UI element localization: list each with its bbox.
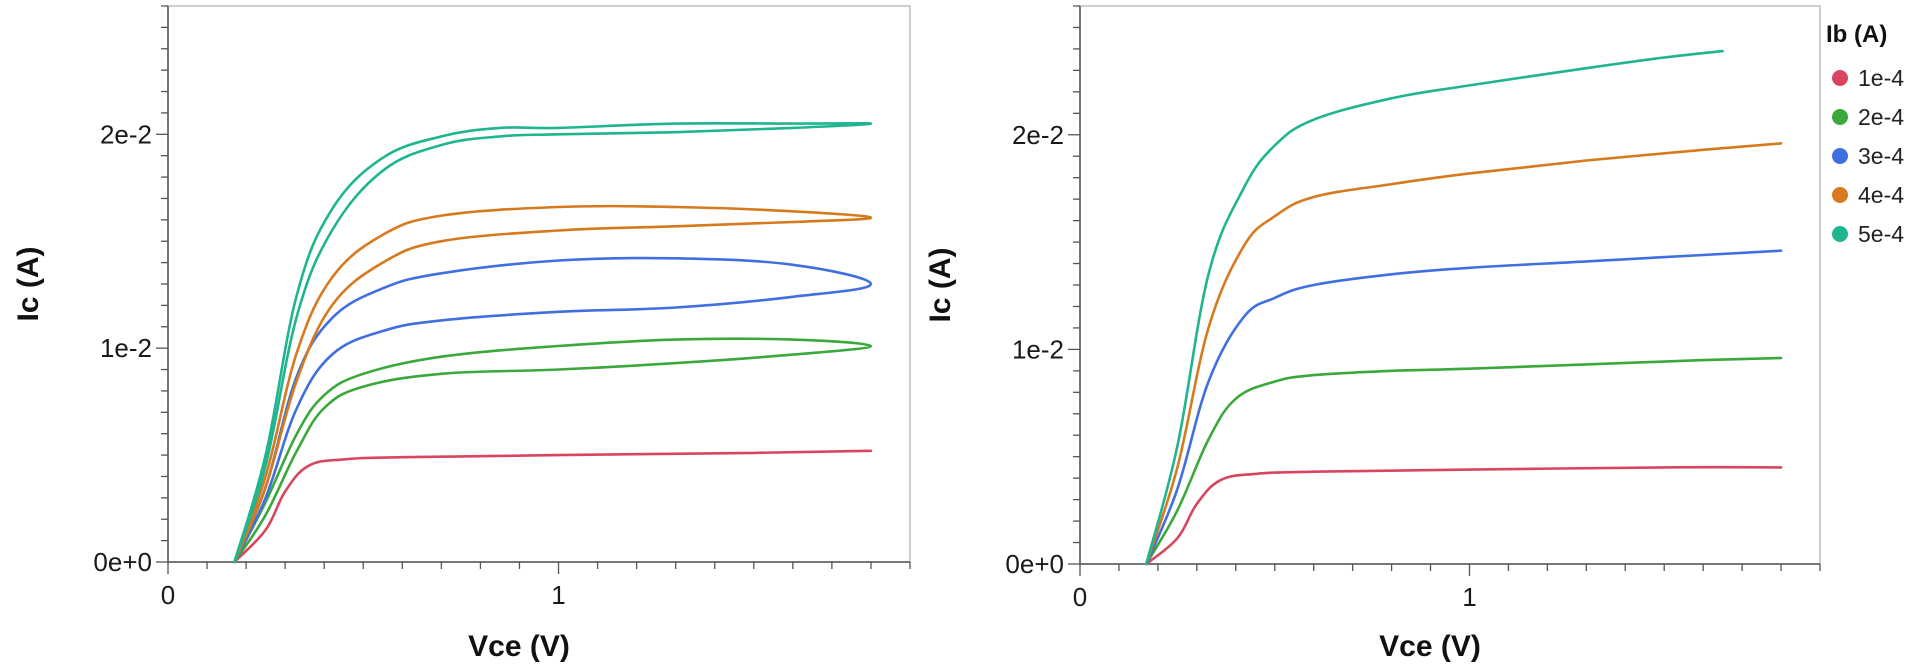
- y-tick-label: 1e-2: [100, 333, 152, 363]
- legend-marker-1e-4: [1832, 70, 1848, 86]
- x-tick-label: 0: [161, 580, 175, 610]
- series-line-5e-4: [233, 121, 873, 564]
- legend: Ib (A) 1e-4 2e-4 3e-4 4e-4 5e-4: [1826, 21, 1904, 247]
- y-axis-title: Ic (A): [924, 248, 957, 323]
- y-tick-label: 2e-2: [1012, 120, 1064, 150]
- y-tick-label: 0e+0: [1005, 549, 1064, 579]
- legend-label-2e-4: 2e-4: [1858, 104, 1904, 130]
- series-line-4e-4: [1144, 142, 1783, 566]
- x-tick-label: 0: [1073, 582, 1087, 612]
- series-line-3e-4: [1144, 249, 1783, 566]
- chart-panel-2: 0e+0 1e-2 2e-2 0 1 Vce (V) Ic (A): [924, 5, 1821, 663]
- y-tick-label: 0e+0: [93, 547, 152, 577]
- legend-title: Ib (A): [1826, 21, 1887, 48]
- series-line-5e-4: [1144, 49, 1724, 566]
- y-tick-label: 2e-2: [100, 119, 152, 149]
- y-tick-label: 1e-2: [1012, 334, 1064, 364]
- legend-marker-2e-4: [1832, 109, 1848, 125]
- plot-frame: [167, 5, 911, 563]
- x-tick-label: 1: [1462, 582, 1476, 612]
- series-line-1e-4: [1144, 465, 1783, 566]
- y-axis-title: Ic (A): [12, 247, 45, 322]
- legend-label-3e-4: 3e-4: [1858, 143, 1904, 169]
- legend-marker-5e-4: [1832, 226, 1848, 242]
- legend-label-1e-4: 1e-4: [1858, 65, 1904, 91]
- legend-marker-4e-4: [1832, 187, 1848, 203]
- series-line-3e-4: [233, 256, 873, 564]
- legend-label-4e-4: 4e-4: [1858, 182, 1904, 208]
- legend-marker-3e-4: [1832, 148, 1848, 164]
- x-tick-label: 1: [551, 580, 565, 610]
- series-line-2e-4: [1144, 356, 1783, 566]
- x-axis-title: Vce (V): [468, 630, 570, 663]
- legend-label-5e-4: 5e-4: [1858, 221, 1904, 247]
- x-axis-title: Vce (V): [1379, 630, 1481, 663]
- chart-panel-1: 0e+0 1e-2 2e-2 0 1 Vce (V) Ic (A): [12, 5, 911, 663]
- series-line-4e-4: [233, 204, 873, 564]
- series-line-2e-4: [233, 337, 873, 564]
- series-line-1e-4: [233, 449, 873, 564]
